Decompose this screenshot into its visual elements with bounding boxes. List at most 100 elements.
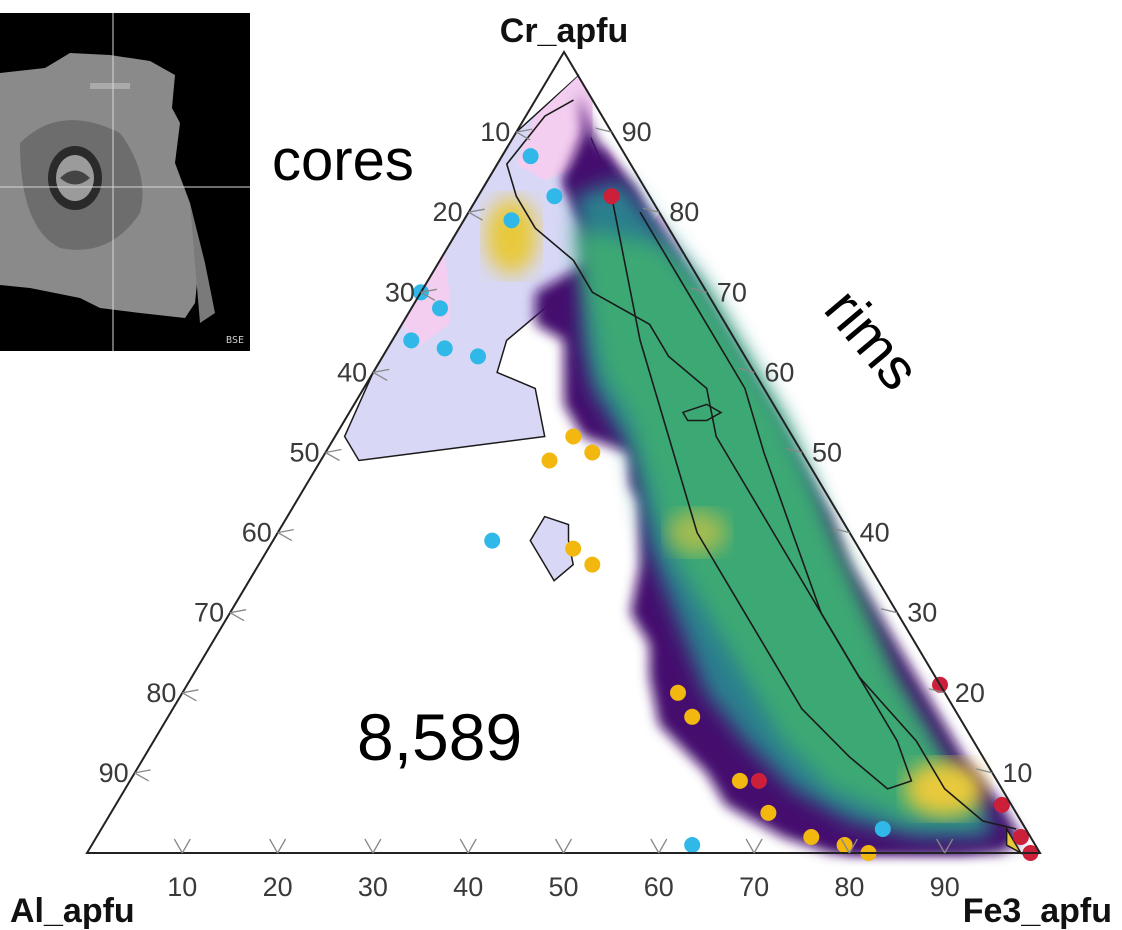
yellow-point [541, 452, 558, 469]
tick-label-left: 70 [194, 598, 224, 628]
tick-bottom [459, 838, 469, 854]
blue-point [522, 148, 539, 165]
pink-region-left [401, 252, 450, 349]
tick-left [372, 371, 388, 381]
tick-label-bottom: 90 [930, 872, 960, 902]
bse-image [0, 13, 250, 351]
tick-left [468, 211, 483, 221]
tick-label-left: 60 [242, 518, 272, 548]
tick-bottom [745, 838, 755, 854]
tick-left [277, 528, 294, 534]
tick-label-left: 40 [337, 357, 367, 387]
contour-rims [610, 196, 913, 790]
tick-left [420, 291, 436, 301]
tick-bottom [650, 838, 660, 854]
tick-left [515, 131, 531, 141]
red-point [1012, 829, 1029, 845]
tick-left [277, 532, 293, 542]
yellow-point [731, 772, 748, 789]
tick-right [976, 768, 993, 774]
tick-right [738, 367, 755, 374]
tick-left [134, 772, 150, 782]
tick-label-right: 70 [717, 277, 747, 307]
density-high [573, 228, 983, 821]
tick-left [468, 208, 485, 213]
tick-left [134, 769, 151, 774]
tick-right [595, 127, 612, 133]
tick-left [325, 451, 340, 462]
tick-marks [134, 127, 993, 854]
tick-left [373, 368, 390, 374]
vertex-label-left: Al_apfu [10, 892, 135, 930]
blue-point [503, 212, 520, 229]
tick-label-left: 20 [433, 197, 463, 227]
yellow-point [584, 444, 601, 461]
tick-bottom [173, 838, 183, 854]
contour-lines [505, 99, 1023, 856]
yellow-point [760, 804, 777, 821]
tick-bottom [944, 838, 954, 854]
blue-point [484, 532, 501, 549]
tick-right [928, 688, 945, 694]
tick-label-right: 40 [860, 518, 890, 548]
tick-label-bottom: 10 [167, 872, 197, 902]
tick-right [785, 447, 803, 454]
tick-label-right: 30 [907, 598, 937, 628]
tick-labels: 10 10 10 20 20 20 30 30 30 40 40 40 50 50 50 60 60 60 70 70… [99, 117, 1033, 902]
density-peak-cores [485, 198, 538, 275]
tick-bottom [372, 838, 382, 854]
scatter-points [403, 148, 1039, 861]
tick-label-right: 10 [1002, 758, 1032, 788]
cores-annotation: cores [272, 128, 414, 193]
tick-bottom [840, 838, 850, 854]
blue-point [684, 837, 701, 853]
tick-bottom [467, 838, 477, 854]
density-field [343, 74, 1031, 854]
tick-bottom [753, 838, 763, 854]
tick-label-bottom: 30 [358, 872, 388, 902]
bse-label: BSE [225, 335, 244, 346]
blue-point [874, 821, 891, 837]
tick-label-right: 90 [622, 117, 652, 147]
count-annotation: 8,589 [357, 700, 522, 774]
yellow-point [684, 708, 701, 725]
tick-label-right: 80 [669, 197, 699, 227]
tick-left [182, 692, 197, 702]
contour-main [505, 99, 1017, 830]
tick-label-right: 20 [955, 678, 985, 708]
tick-bottom [658, 838, 668, 854]
vertex-label-top: Cr_apfu [500, 12, 628, 50]
tick-label-right: 50 [812, 438, 842, 468]
blue-point [470, 348, 486, 365]
tick-label-bottom: 70 [739, 872, 769, 902]
tick-left [516, 128, 533, 133]
red-point [993, 796, 1010, 813]
tick-left [325, 448, 342, 454]
tick-left [182, 689, 199, 694]
tick-right [690, 287, 707, 293]
bse-image-inset: BSE [0, 13, 250, 351]
blue-point [546, 188, 563, 205]
tick-label-bottom: 60 [644, 872, 674, 902]
vertex-label-right: Fe3_apfu [963, 892, 1112, 930]
tick-label-bottom: 20 [263, 872, 293, 902]
tick-bottom [269, 838, 279, 854]
tick-left [229, 612, 245, 622]
blue-point [432, 300, 448, 317]
blue-point [403, 332, 420, 349]
yellow-point [670, 684, 686, 701]
small-contour-patch [529, 515, 575, 582]
tick-bottom [277, 838, 287, 854]
tick-bottom [364, 838, 374, 854]
tick-bottom [181, 838, 191, 854]
tick-right [833, 527, 850, 534]
tick-label-bottom: 80 [834, 872, 864, 902]
tick-left [229, 609, 247, 614]
tick-bottom [848, 838, 858, 854]
red-point [603, 188, 620, 205]
tick-label-bottom: 50 [548, 872, 578, 902]
tick-label-left: 90 [99, 758, 129, 788]
tick-label-left: 50 [289, 438, 319, 468]
tick-bottom [936, 838, 946, 854]
